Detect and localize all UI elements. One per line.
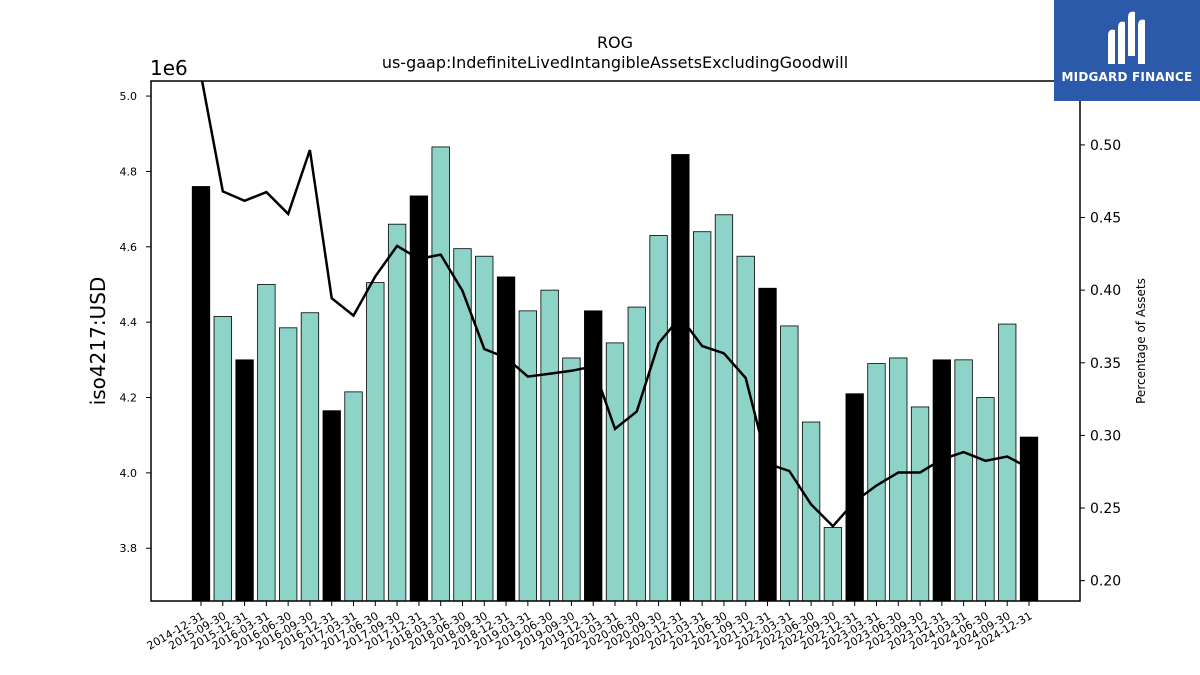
bar-2016-06-30 bbox=[279, 327, 298, 601]
bar-2021-06-30 bbox=[714, 214, 734, 601]
bar-2022-09-30 bbox=[823, 527, 843, 601]
logo-mark-icon bbox=[1108, 11, 1145, 65]
bar-2017-06-30 bbox=[366, 282, 385, 601]
bar-2024-12-31 bbox=[1019, 436, 1039, 601]
y2-tick-label: 0.35 bbox=[1090, 356, 1121, 372]
bar-2017-03-31 bbox=[344, 391, 363, 601]
y2-axis: 0.20 0.25 0.30 0.35 0.40 0.45 0.50 bbox=[1080, 138, 1121, 590]
bar-2020-03-31 bbox=[605, 342, 625, 601]
logo-text: MIDGARD FINANCE bbox=[1061, 70, 1193, 84]
bar-2022-12-31 bbox=[845, 393, 864, 601]
bar-2018-12-31 bbox=[496, 276, 516, 601]
y-axis: 3.8 4.0 4.2 4.4 4.6 4.8 5.0 bbox=[120, 90, 151, 555]
bar-2023-09-30 bbox=[910, 406, 930, 601]
bar-2024-03-31 bbox=[954, 359, 973, 601]
y-offset-label: 1e6 bbox=[150, 56, 188, 80]
bar-2018-09-30 bbox=[475, 255, 494, 601]
bar-2018-03-31 bbox=[431, 146, 450, 601]
bar-2018-06-30 bbox=[453, 248, 472, 601]
chart-subtitle: us-gaap:IndefiniteLivedIntangibleAssetsE… bbox=[382, 53, 848, 72]
y-tick-label: 4.2 bbox=[120, 392, 138, 405]
y2-tick-label: 0.50 bbox=[1090, 138, 1121, 154]
bar-2016-12-31 bbox=[322, 410, 341, 601]
bar-2015-12-31 bbox=[235, 359, 254, 601]
bar-2020-12-31 bbox=[671, 154, 690, 601]
bar-2021-12-31 bbox=[758, 287, 777, 601]
y-tick-label: 4.8 bbox=[120, 165, 138, 178]
y-tick-label: 3.8 bbox=[120, 542, 138, 555]
bar-2021-03-31 bbox=[693, 231, 712, 601]
y-axis-label: iso4217:USD bbox=[86, 277, 110, 406]
bar-2023-12-31 bbox=[932, 359, 951, 601]
bar-2019-12-31 bbox=[584, 310, 603, 601]
y2-tick-label: 0.25 bbox=[1090, 501, 1121, 517]
y2-tick-label: 0.40 bbox=[1090, 283, 1121, 299]
y-tick-label: 4.6 bbox=[120, 241, 138, 254]
bar-2016-09-30 bbox=[300, 312, 320, 601]
bar-2023-03-31 bbox=[867, 363, 886, 601]
y-tick-label: 4.4 bbox=[120, 316, 138, 329]
line-layer bbox=[200, 81, 1030, 529]
bar-2020-06-30 bbox=[627, 306, 646, 601]
bar-2017-09-30 bbox=[387, 223, 407, 601]
bar-2020-09-30 bbox=[649, 235, 668, 601]
x-axis: 2014-12-312015-09-302015-12-312016-03-31… bbox=[145, 601, 1035, 653]
bar-2019-09-30 bbox=[562, 357, 581, 601]
bar-2019-06-30 bbox=[540, 289, 559, 601]
bar-2015-09-30 bbox=[213, 316, 232, 601]
y2-tick-label: 0.45 bbox=[1090, 211, 1121, 227]
y-tick-label: 5.0 bbox=[120, 90, 138, 103]
chart-title: ROG bbox=[597, 33, 633, 52]
y-tick-label: 4.0 bbox=[120, 467, 138, 480]
y2-axis-label: Percentage of Assets bbox=[1134, 278, 1148, 404]
bar-2016-03-31 bbox=[257, 284, 276, 601]
y2-tick-label: 0.20 bbox=[1090, 574, 1121, 590]
percentage-line bbox=[200, 81, 1030, 529]
brand-logo: MIDGARD FINANCE bbox=[1054, 0, 1200, 101]
bar-2024-06-30 bbox=[976, 397, 995, 601]
y2-tick-label: 0.30 bbox=[1090, 428, 1121, 444]
bars bbox=[191, 146, 1039, 601]
bar-2021-09-30 bbox=[736, 255, 755, 601]
bar-2024-09-30 bbox=[998, 323, 1017, 601]
bar-2023-06-30 bbox=[889, 357, 908, 601]
bar-2014-12-31 bbox=[191, 186, 211, 601]
bar-2022-03-31 bbox=[780, 325, 799, 601]
bar-2019-03-31 bbox=[518, 310, 537, 601]
